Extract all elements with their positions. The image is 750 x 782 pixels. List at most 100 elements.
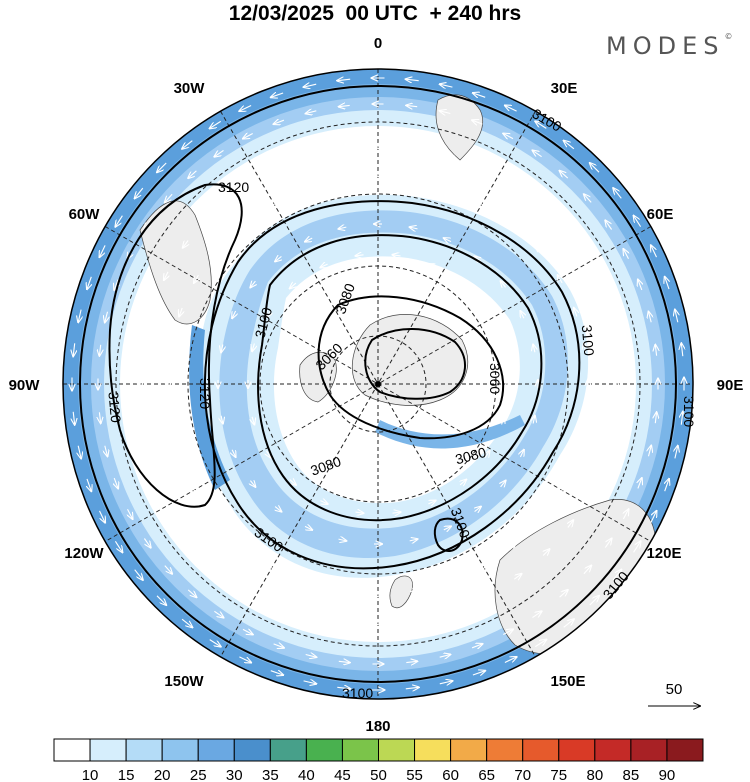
wind-vector	[410, 176, 419, 178]
wind-vector	[187, 589, 196, 597]
colorbar-swatch	[414, 738, 452, 762]
wind-vector	[170, 343, 172, 352]
wind-vector	[604, 539, 611, 548]
colorbar-swatch	[89, 738, 127, 762]
wind-vector	[306, 111, 317, 114]
map-title: 12/03/2025 00 UTC + 240 hrs	[228, 2, 522, 25]
wind-vector	[681, 412, 683, 425]
wind-vector	[183, 519, 188, 527]
wind-vector	[393, 255, 401, 256]
wind-vector	[194, 274, 199, 283]
wind-vector	[473, 93, 486, 97]
wind-vector	[475, 507, 481, 512]
colorbar-tick-label: 85	[623, 767, 640, 782]
lon-label-60e: 60E	[647, 206, 674, 223]
wind-vector	[588, 488, 592, 497]
wind-vector	[164, 271, 168, 280]
wind-vector	[428, 264, 436, 267]
wind-vector	[100, 245, 106, 257]
colorbar-swatch	[341, 738, 380, 762]
colorbar-tick-label: 25	[190, 767, 207, 782]
contour-3100-closed	[433, 517, 464, 552]
contour-label-3120: 3120	[218, 179, 249, 195]
wind-vector	[267, 451, 271, 458]
wind-vector	[485, 451, 489, 458]
wind-vector	[472, 120, 483, 124]
colorbar-tick-label: 75	[550, 767, 567, 782]
wind-vector	[603, 453, 606, 462]
wind-vector	[665, 479, 669, 492]
lon-label-60w: 60W	[69, 206, 101, 223]
wind-vector	[588, 272, 592, 281]
wind-vector	[520, 311, 524, 319]
wind-vector	[514, 189, 522, 194]
wind-vector	[532, 611, 542, 619]
wind-vector	[485, 310, 489, 317]
colorbar-swatch	[378, 738, 416, 762]
wind-vector	[504, 657, 517, 663]
colorbar-tick-label: 55	[406, 767, 423, 782]
wind-vector	[73, 411, 75, 425]
wind-vector	[157, 162, 167, 172]
wind-vector	[612, 570, 621, 581]
contour-3040	[364, 328, 467, 400]
colorbar-tick-label: 35	[262, 767, 279, 782]
wind-vector	[87, 276, 91, 289]
wind-vector	[649, 446, 652, 457]
wind-vector	[232, 449, 236, 457]
wind-vector	[509, 542, 517, 548]
wind-vector	[472, 671, 485, 675]
lon-label-30e: 30E	[551, 80, 578, 97]
wind-vector	[536, 516, 542, 523]
wind-vector	[665, 277, 669, 290]
wind-vector	[252, 343, 254, 352]
wind-vector	[479, 200, 488, 205]
wind-vector	[502, 344, 504, 352]
wind-vector	[239, 656, 251, 663]
wind-vector	[156, 595, 166, 605]
wind-vector	[574, 308, 577, 317]
wind-vector	[221, 344, 223, 353]
wind-vector	[406, 79, 419, 81]
wind-vector	[583, 566, 591, 575]
wind-vector	[271, 93, 284, 97]
colorbar-swatch	[125, 738, 163, 762]
wind-vector	[337, 79, 351, 81]
wind-vector	[179, 307, 182, 317]
colorbar-tick-label: 20	[154, 767, 171, 782]
wind-vector	[339, 227, 347, 229]
wind-vector	[302, 185, 311, 188]
contour-3080	[257, 234, 543, 522]
wind-vector	[471, 644, 482, 648]
wind-vector	[503, 629, 513, 634]
wind-vector	[411, 148, 420, 149]
wind-vector	[183, 240, 188, 248]
brand-logo: MODES©	[606, 32, 732, 60]
jet-core	[375, 415, 525, 449]
lon-label-150w: 150W	[164, 673, 204, 690]
wind-vector	[503, 134, 514, 139]
wind-vector	[460, 283, 466, 288]
wind-vector	[304, 526, 312, 530]
wind-vector	[623, 249, 628, 259]
wind-vector	[275, 256, 281, 261]
wind-vector	[143, 538, 150, 548]
wind-vector	[590, 163, 600, 173]
wind-vector	[207, 549, 213, 555]
reference-vector: 50	[648, 681, 700, 706]
wind-vector	[356, 255, 364, 256]
wind-vector	[87, 478, 91, 491]
wind-vector	[239, 542, 247, 548]
contour-label-3100: 3100	[252, 305, 276, 339]
wind-vector	[214, 515, 220, 523]
south-america-land	[139, 200, 212, 325]
wind-vector	[164, 565, 172, 574]
lon-label-90w: 90W	[9, 377, 41, 394]
wind-vector	[481, 594, 490, 598]
wind-vector	[651, 245, 657, 258]
wind-vector	[142, 416, 143, 426]
wind-vector	[443, 526, 451, 530]
wind-vector	[134, 569, 143, 580]
map-field	[63, 69, 693, 699]
wind-vector	[533, 416, 535, 424]
